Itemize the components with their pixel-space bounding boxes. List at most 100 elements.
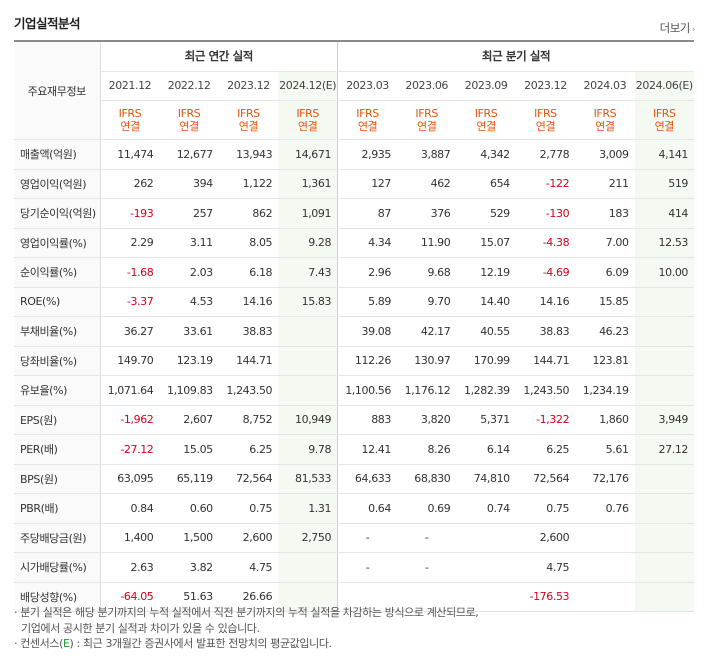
table-cell: 1,282.39: [456, 375, 516, 406]
table-row: 순이익률(%) -1.68 2.03 6.18 7.43 2.96 9.68 12.19 -4.…: [14, 257, 695, 288]
table-row: 유보율(%) 1,071.64 1,109.83 1,243.50 1,100.56 1,…: [14, 375, 695, 406]
table-cell: [634, 346, 695, 376]
table-cell: 36.27: [100, 316, 160, 347]
table-cell: -193: [100, 198, 160, 229]
row-label: ROE(%): [14, 287, 101, 317]
table-cell: -: [397, 522, 457, 553]
table-cell: 12.53: [634, 227, 695, 258]
row-label: 당기순이익(억원): [14, 198, 101, 229]
table-cell: 15.83: [278, 287, 339, 317]
ifrs-label: IFRS: [474, 107, 498, 120]
table-cell: 130.97: [397, 346, 457, 376]
table-cell: 2,750: [278, 522, 339, 553]
table-cell: [575, 582, 635, 612]
table-cell: 1,243.50: [515, 375, 576, 406]
table-cell: 65,119: [159, 464, 219, 494]
table-row: 주당배당금(원) 1,400 1,500 2,600 2,750- -2,600: [14, 522, 695, 553]
section-title: 기업실적분석: [14, 16, 81, 31]
table-cell: 38.83: [515, 316, 576, 347]
table-cell: 42.17: [397, 316, 457, 347]
period-header: 2023.09: [456, 71, 516, 101]
table-cell: 26.66: [218, 582, 279, 612]
table-cell: 123.19: [159, 346, 219, 376]
table-cell: [278, 346, 339, 376]
basis-label: 연결: [238, 120, 259, 133]
table-cell: 9.78: [278, 434, 339, 465]
table-cell: -1.68: [100, 257, 160, 288]
table-cell: 2,778: [515, 139, 576, 170]
table-cell: 5,371: [456, 404, 516, 435]
table-cell: 414: [634, 198, 695, 229]
table-cell: [337, 582, 397, 612]
table-cell: 12.41: [337, 434, 397, 465]
table-row: 시가배당률(%) 2.63 3.82 4.75- -4.75: [14, 552, 695, 583]
row-label: 당좌비율(%): [14, 346, 101, 376]
table-cell: 2.03: [159, 257, 219, 288]
period-header: 2024.06(E): [634, 71, 695, 101]
row-label: 주당배당금(원): [14, 522, 101, 553]
table-cell: 862: [218, 198, 279, 229]
table-cell: 7.00: [575, 227, 635, 258]
table-row: EPS(원) -1,962 2,607 8,752 10,949 883 3,820 5,37…: [14, 404, 695, 435]
table-cell: -176.53: [515, 582, 576, 612]
table-cell: 1.31: [278, 493, 339, 524]
basis-label: 연결: [357, 120, 378, 133]
footnote-1: · 분기 실적은 해당 분기까지의 누적 실적에서 직전 분기까지의 누적 실적…: [14, 606, 479, 619]
table-cell: 0.76: [575, 493, 635, 524]
table-cell: 9.70: [397, 287, 457, 317]
ifrs-header: IFRS 연결: [100, 100, 160, 140]
table-cell: 3.82: [159, 552, 219, 583]
footnote-2-post: ) : 최근 3개월간 증권사에서 발표한 전망치의 평균값입니다.: [69, 637, 333, 650]
table-cell: 529: [456, 198, 516, 229]
table-cell: 46.23: [575, 316, 635, 347]
table-cell: 257: [159, 198, 219, 229]
table-body: 매출액(억원) 11,474 12,677 13,943 14,671 2,935 3,88…: [14, 139, 695, 612]
table-cell: 144.71: [218, 346, 279, 376]
table-cell: 8.05: [218, 227, 279, 258]
ifrs-header: IFRS 연결: [159, 100, 219, 140]
table-cell: 1,243.50: [218, 375, 279, 406]
table-cell: [397, 582, 457, 612]
table-row: PER(배) -27.12 15.05 6.25 9.78 12.41 8.26 6.14 6.…: [14, 434, 695, 465]
table-cell: -: [337, 522, 397, 553]
table-cell: 14.40: [456, 287, 516, 317]
table-cell: -1,322: [515, 404, 576, 435]
ifrs-label: IFRS: [593, 107, 617, 120]
table-cell: 38.83: [218, 316, 279, 347]
table-cell: 123.81: [575, 346, 635, 376]
table-cell: 33.61: [159, 316, 219, 347]
row-label: 시가배당률(%): [14, 552, 101, 583]
table-cell: -130: [515, 198, 576, 229]
row-label: 배당성향(%): [14, 582, 101, 612]
ifrs-header: IFRS 연결: [515, 100, 576, 140]
period-row: 2021.12 2022.12 2023.12 2024.12(E) 2023.03 20…: [14, 71, 695, 101]
table-cell: [634, 582, 695, 612]
ifrs-header: IFRS 연결: [278, 100, 339, 140]
table-cell: 0.60: [159, 493, 219, 524]
table-cell: 376: [397, 198, 457, 229]
more-link[interactable]: 더보기 ›: [659, 20, 696, 36]
basis-label: 연결: [595, 120, 615, 133]
table-cell: 10.00: [634, 257, 695, 288]
table-cell: 2,935: [337, 139, 397, 170]
basis-label: 연결: [654, 120, 675, 133]
table-cell: 4,141: [634, 139, 695, 170]
table-cell: 170.99: [456, 346, 516, 376]
table-cell: [634, 287, 695, 317]
ifrs-row: IFRS 연결 IFRS 연결 IFRS 연결 IFRS 연결 IFRS 연결 IFRS 연결 IFRS…: [14, 100, 695, 140]
table-cell: 1,122: [218, 169, 279, 199]
table-cell: 74,810: [456, 464, 516, 494]
more-label[interactable]: 더보기: [659, 21, 691, 35]
table-cell: 2.29: [100, 227, 160, 258]
table-cell: -27.12: [100, 434, 160, 465]
table-row: 당좌비율(%) 149.70 123.19 144.71 112.26 130.97 170…: [14, 346, 695, 376]
table-cell: 87: [337, 198, 397, 229]
table-cell: 15.07: [456, 227, 516, 258]
table-cell: 11.90: [397, 227, 457, 258]
ifrs-label: IFRS: [177, 107, 201, 120]
period-header: 2023.03: [337, 71, 397, 101]
footnote-2: · 컨센서스(E) : 최근 3개월간 증권사에서 발표한 전망치의 평균값입니…: [14, 636, 478, 652]
table-cell: [634, 375, 695, 406]
table-cell: 10,949: [278, 404, 339, 435]
table-cell: 3,949: [634, 404, 695, 435]
